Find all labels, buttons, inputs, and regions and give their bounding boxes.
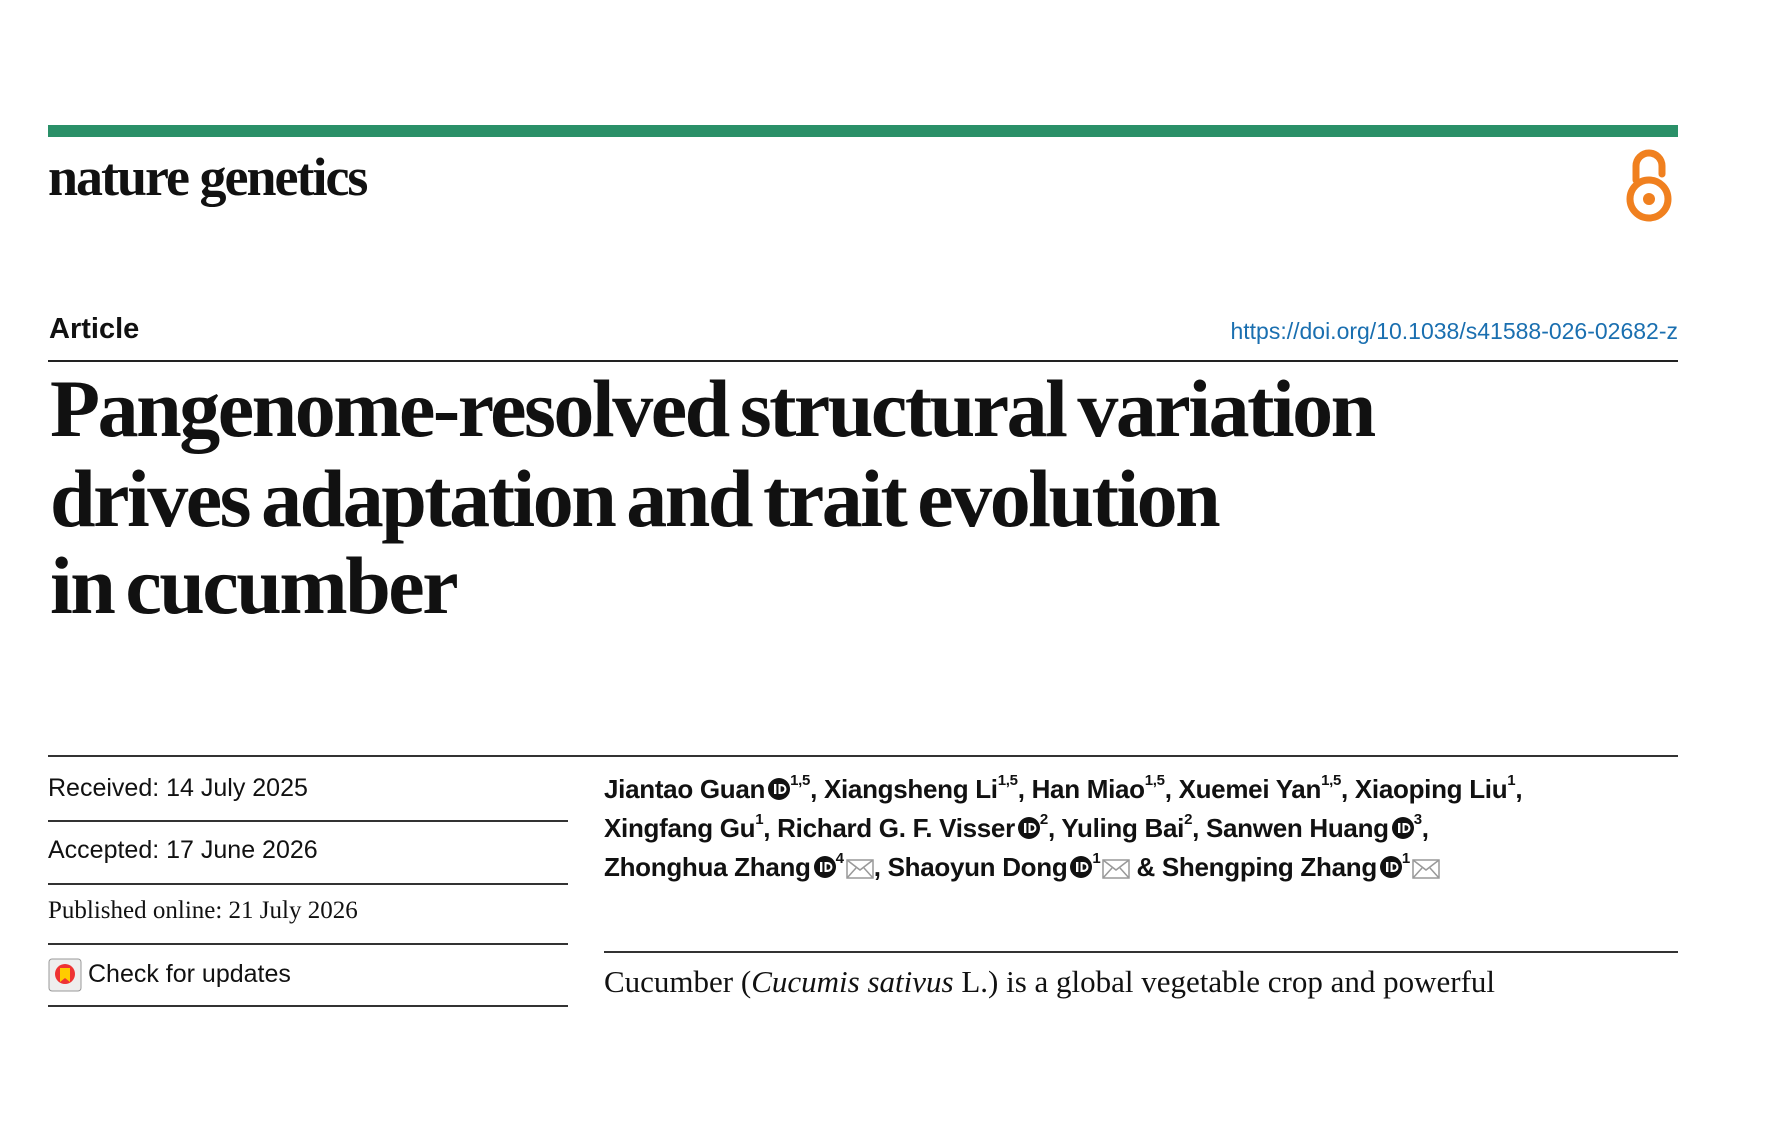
author-name: Shaoyun Dong: [887, 852, 1068, 882]
author-name: Richard G. F. Visser: [777, 813, 1015, 843]
author-name: Xuemei Yan: [1178, 774, 1322, 804]
separator: ,: [873, 852, 881, 882]
author-name: Jiantao Guan: [604, 774, 766, 804]
separator: ,: [1421, 813, 1429, 843]
separator: ,: [763, 813, 771, 843]
author-line: Jiantao Guan 1,5, Xiangsheng Li1,5, Han M…: [604, 773, 1523, 804]
affiliation: 4: [835, 850, 844, 867]
orcid-icon[interactable]: [1379, 856, 1402, 878]
author-name: Zhonghua Zhang: [604, 852, 811, 882]
abstract-italic: Cucumis sativus: [751, 964, 954, 999]
open-access-icon: [1626, 149, 1672, 222]
abstract-text: Cucumber (: [604, 964, 752, 999]
author-name: Sanwen Huang: [1205, 813, 1389, 843]
separator: ,: [1515, 774, 1523, 804]
affiliation: 1: [1507, 772, 1516, 789]
affiliation: 3: [1413, 811, 1422, 828]
affiliation: 1: [1092, 850, 1101, 867]
author-name: Yuling Bai: [1061, 813, 1185, 843]
orcid-icon[interactable]: [768, 778, 791, 800]
separator: ,: [1017, 774, 1025, 804]
email-icon[interactable]: [1102, 859, 1131, 879]
abstract-text: L.) is a global vegetable crop and power…: [953, 964, 1496, 999]
author-name: Xiaoping Liu: [1354, 774, 1508, 804]
orcid-icon[interactable]: [1070, 856, 1093, 878]
section-rule: [48, 755, 1678, 757]
author-line: Xingfang Gu1, Richard G. F. Visser 2, Yul…: [604, 812, 1429, 843]
orcid-icon[interactable]: [1391, 817, 1414, 839]
separator: ,: [810, 774, 817, 804]
abstract-rule: [604, 951, 1678, 953]
affiliation: 2: [1039, 811, 1048, 828]
journal-name[interactable]: nature genetics: [48, 147, 368, 207]
journal-bar: [48, 125, 1678, 137]
author-name: Xiangsheng Li: [823, 774, 998, 804]
doi-link[interactable]: https://doi.org/10.1038/s41588-026-02682…: [1230, 318, 1678, 344]
author-name: Xingfang Gu: [604, 813, 756, 843]
author-line: Zhonghua Zhang 4, Shaoyun Dong 1 & Shengpin…: [604, 851, 1440, 882]
date-rule: [48, 820, 568, 822]
email-icon[interactable]: [1412, 859, 1440, 879]
title-line: Pangenome-resolved structural variation: [50, 363, 1376, 454]
affiliation: 1,5: [1144, 772, 1165, 789]
affiliation: 1,5: [790, 772, 811, 789]
email-icon[interactable]: [845, 859, 874, 879]
separator: ,: [1192, 813, 1200, 843]
author-name: Shengping Zhang: [1161, 852, 1377, 882]
check-updates[interactable]: Check for updates: [88, 960, 291, 988]
affiliation: 2: [1184, 811, 1193, 828]
published-date: Published online: 21 July 2026: [48, 897, 358, 924]
separator: ,: [1341, 774, 1348, 804]
separator: ,: [1164, 774, 1172, 804]
separator: &: [1136, 852, 1155, 882]
affiliation: 1: [1401, 850, 1410, 867]
author-name: Han Miao: [1031, 774, 1145, 804]
affiliation: 1: [755, 811, 764, 828]
title-line: in cucumber: [50, 540, 459, 631]
separator: ,: [1047, 813, 1055, 843]
update-icon: [48, 958, 82, 992]
date-rule: [48, 883, 568, 885]
affiliation: 1,5: [1321, 772, 1342, 789]
title-rule: [48, 360, 1678, 362]
orcid-icon[interactable]: [1017, 817, 1040, 839]
date-rule: [48, 943, 568, 945]
received-date: Received: 14 July 2025: [48, 774, 308, 802]
date-rule: [48, 1005, 568, 1007]
article-type: Article: [49, 313, 140, 345]
affiliation: 1,5: [997, 772, 1018, 789]
title-line: drives adaptation and trait evolution: [50, 453, 1221, 544]
abstract: Cucumber (Cucumis sativus L.) is a globa…: [604, 966, 1495, 997]
orcid-icon[interactable]: [813, 856, 836, 878]
accepted-date: Accepted: 17 June 2026: [48, 836, 318, 864]
